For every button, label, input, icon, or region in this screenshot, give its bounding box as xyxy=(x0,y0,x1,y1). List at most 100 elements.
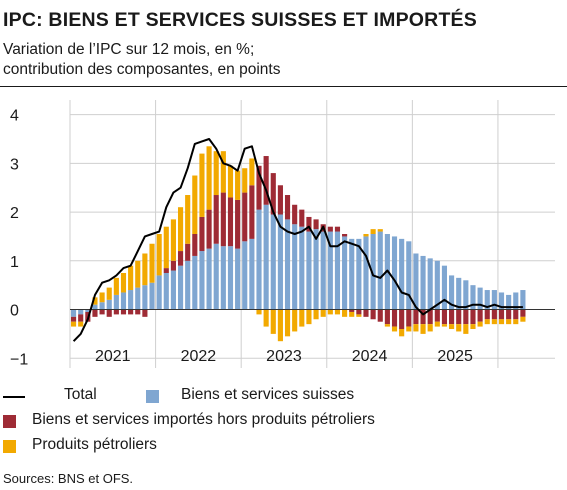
bar-importes xyxy=(327,226,333,232)
bar-suisses xyxy=(427,258,433,310)
bar-suisses xyxy=(356,238,362,310)
bar-importes xyxy=(213,195,219,244)
bar-importes xyxy=(113,309,119,315)
bar-suisses xyxy=(85,309,91,312)
bar-petrol xyxy=(399,329,405,337)
bar-importes xyxy=(256,165,262,210)
bar-importes xyxy=(520,309,526,317)
y-tick-label: 4 xyxy=(10,108,19,125)
bar-suisses xyxy=(135,287,141,310)
bar-suisses xyxy=(235,248,241,310)
bar-petrol xyxy=(484,319,490,325)
bar-petrol xyxy=(413,324,419,332)
bar-importes xyxy=(177,251,184,266)
bar-suisses xyxy=(92,304,98,310)
bar-petrol xyxy=(306,309,312,325)
bar-petrol xyxy=(277,309,283,342)
bar-petrol xyxy=(356,314,362,317)
bar-petrol xyxy=(106,287,112,300)
bar-petrol xyxy=(434,321,440,327)
bar-petrol xyxy=(220,151,226,193)
bar-importes xyxy=(313,219,319,230)
sources-note: Sources: BNS et OFS. xyxy=(3,471,134,486)
bar-importes xyxy=(306,216,312,232)
bar-suisses xyxy=(277,214,283,310)
bar-suisses xyxy=(313,229,319,310)
bar-suisses xyxy=(434,260,440,310)
bar-importes xyxy=(99,309,105,315)
bar-petrol xyxy=(113,277,119,295)
bar-suisses xyxy=(156,275,162,310)
bar-importes xyxy=(220,192,226,247)
bar-importes xyxy=(370,309,376,320)
bar-petrol xyxy=(227,165,234,198)
bar-petrol xyxy=(206,146,212,210)
bar-suisses xyxy=(120,292,127,310)
bar-importes xyxy=(420,309,426,325)
bar-importes xyxy=(270,173,276,215)
bar-importes xyxy=(170,260,176,271)
bar-suisses xyxy=(185,260,191,310)
bar-suisses xyxy=(113,294,119,310)
bar-suisses xyxy=(391,236,398,310)
bar-petrol xyxy=(249,158,255,186)
bar-suisses xyxy=(456,277,462,310)
y-tick-label: 0 xyxy=(10,303,19,320)
x-year-label: 2021 xyxy=(95,348,131,365)
bar-petrol xyxy=(420,324,426,334)
bar-petrol xyxy=(199,153,205,217)
bar-importes xyxy=(477,309,483,322)
legend-swatch-importes xyxy=(3,415,16,428)
bar-suisses xyxy=(413,253,419,310)
bar-suisses xyxy=(399,238,405,310)
bar-suisses xyxy=(270,214,276,310)
bar-petrol xyxy=(491,319,497,325)
bar-petrol xyxy=(342,309,348,317)
y-tick-label: −1 xyxy=(10,351,28,368)
bar-petrol xyxy=(349,311,355,317)
bar-importes xyxy=(263,156,269,205)
bar-importes xyxy=(413,309,419,325)
bar-petrol xyxy=(177,207,184,252)
bar-petrol xyxy=(128,265,134,291)
bar-importes xyxy=(106,309,112,317)
bar-petrol xyxy=(185,195,191,244)
bar-petrol xyxy=(427,324,433,332)
bar-importes xyxy=(235,199,241,249)
bar-suisses xyxy=(99,302,105,310)
bar-petrol xyxy=(270,309,276,334)
bar-suisses xyxy=(484,290,490,310)
bar-importes xyxy=(135,309,141,315)
bar-suisses xyxy=(363,236,369,310)
bar-petrol xyxy=(284,309,291,337)
bar-importes xyxy=(349,309,355,312)
bar-importes xyxy=(92,309,98,317)
bar-importes xyxy=(463,309,469,325)
bar-importes xyxy=(163,268,169,273)
legend-label-total: Total xyxy=(64,386,97,403)
chart-subtitle: Variation de l’IPC sur 12 mois, en %; co… xyxy=(3,40,280,80)
bar-suisses xyxy=(299,226,305,310)
bar-importes xyxy=(299,209,305,227)
bar-importes xyxy=(242,192,248,242)
bar-importes xyxy=(506,309,512,320)
bar-petrol xyxy=(292,309,298,332)
bar-petrol xyxy=(441,324,448,327)
bar-importes xyxy=(363,309,369,317)
bar-suisses xyxy=(477,287,483,310)
x-year-label: 2023 xyxy=(266,348,302,365)
subtitle-line-2: contribution des composantes, en points xyxy=(3,61,281,78)
bar-importes xyxy=(142,309,148,317)
bar-suisses xyxy=(142,285,148,310)
bar-importes xyxy=(120,309,127,315)
bar-importes xyxy=(284,195,291,220)
bar-importes xyxy=(449,309,455,325)
bar-importes xyxy=(292,204,298,225)
bar-suisses xyxy=(498,292,505,310)
bar-importes xyxy=(128,309,134,315)
bar-suisses xyxy=(206,248,212,310)
bar-petrol xyxy=(192,175,198,234)
bar-petrol xyxy=(263,309,269,327)
bar-importes xyxy=(277,185,283,215)
bar-importes xyxy=(498,309,505,320)
